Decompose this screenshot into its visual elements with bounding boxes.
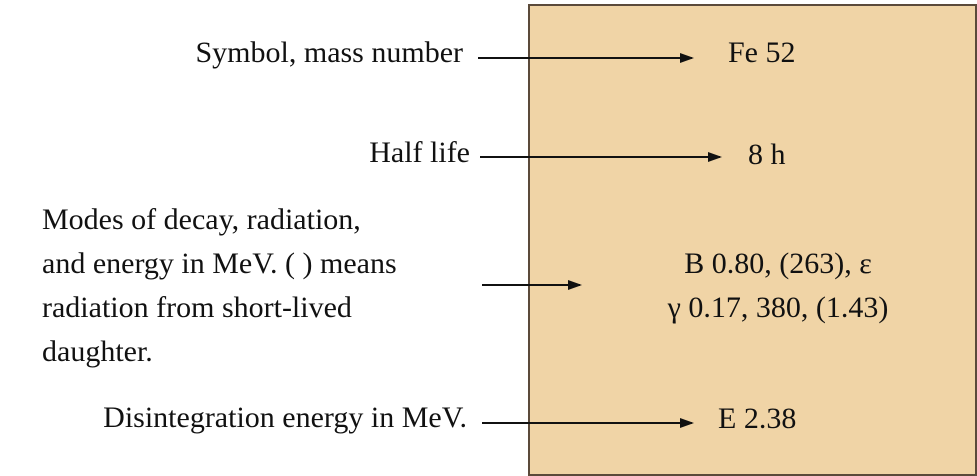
- label: Modes of decay, radiation,: [42, 203, 361, 236]
- label: daughter.: [42, 335, 153, 368]
- value: B 0.80, (263), ε: [684, 247, 872, 280]
- nuclide-box: [528, 4, 977, 476]
- value: E 2.38: [718, 402, 796, 435]
- label: radiation from short-lived: [42, 291, 352, 324]
- label: and energy in MeV. ( ) means: [42, 247, 397, 280]
- value: Fe 52: [728, 36, 796, 69]
- label: Symbol, mass number: [196, 36, 464, 69]
- value: 8 h: [748, 138, 786, 171]
- value: γ 0.17, 380, (1.43): [667, 291, 889, 324]
- label: Disintegration energy in MeV.: [103, 401, 467, 434]
- label: Half life: [369, 136, 470, 169]
